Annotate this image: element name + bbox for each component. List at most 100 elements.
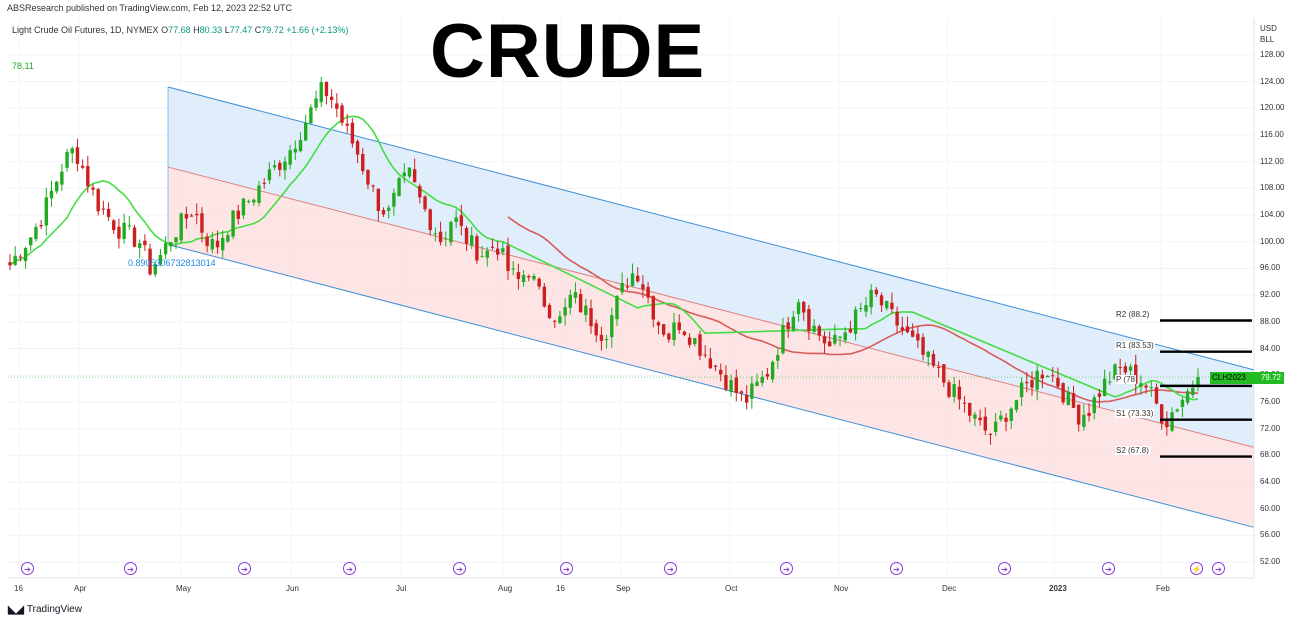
lightning-event-icon[interactable]: ⚡ [1190, 562, 1203, 575]
candle-body [387, 207, 391, 211]
candle-body [812, 325, 816, 332]
event-arrow-icon[interactable]: ➔ [560, 562, 573, 575]
x-tick-label: Oct [725, 584, 738, 593]
candle-body [558, 316, 562, 324]
candle-bull [13, 246, 17, 267]
event-arrow-icon[interactable]: ➔ [780, 562, 793, 575]
event-arrow-icon[interactable]: ➔ [998, 562, 1011, 575]
candle-body [869, 289, 873, 308]
candle-body [993, 421, 998, 433]
candle-bear [329, 89, 334, 109]
event-arrow-icon[interactable]: ➔ [1212, 562, 1225, 575]
event-arrow-icon[interactable]: ➔ [453, 562, 466, 575]
event-arrow-icon[interactable]: ➔ [238, 562, 251, 575]
candle-bull [750, 376, 754, 409]
candle-bear [1154, 383, 1159, 405]
candle-body [340, 105, 344, 123]
event-arrow-icon[interactable]: ➔ [890, 562, 903, 575]
y-tick-label: 68.00 [1260, 450, 1281, 460]
candle-bull [122, 213, 126, 244]
candle-bear [636, 267, 640, 283]
candle-bull [1066, 386, 1071, 406]
candle-body [1102, 378, 1107, 397]
candle-body [464, 228, 469, 244]
candle-bear [39, 219, 43, 229]
candle-bear [345, 114, 349, 133]
candle-bull [267, 162, 272, 185]
candle-bear [189, 213, 194, 217]
candle-body [1061, 383, 1065, 403]
candle-bear [475, 233, 479, 264]
event-arrow-icon[interactable]: ➔ [21, 562, 34, 575]
candle-body [54, 181, 59, 192]
candle-bear [75, 138, 80, 172]
candle-body [916, 333, 920, 341]
x-tick-label: Jul [396, 584, 407, 593]
event-arrow-icon[interactable]: ➔ [343, 562, 356, 575]
candle-body [1165, 420, 1169, 428]
candle-bull [444, 231, 448, 247]
candle-bull [298, 132, 303, 153]
candle-bull [1102, 369, 1107, 397]
candle-bull [169, 241, 173, 252]
candle-body [532, 275, 536, 280]
pivot-label: S2 (67.8) [1115, 445, 1150, 455]
candle-bull [1185, 387, 1190, 405]
candle-bull [1019, 377, 1024, 406]
candle-bear [765, 367, 770, 380]
candle-bull [812, 319, 816, 335]
candle-body [833, 334, 837, 344]
candle-bull [241, 197, 246, 220]
candle-body [584, 305, 588, 316]
x-tick-label: 16 [556, 584, 565, 593]
x-tick-label: 2023 [1049, 584, 1067, 593]
y-tick-label: 72.00 [1260, 423, 1281, 433]
candle-body [1051, 375, 1055, 377]
candle-body [573, 292, 578, 298]
candle-body [252, 199, 256, 203]
candle-body [148, 248, 152, 275]
candle-bear [412, 158, 417, 183]
candle-body [205, 236, 209, 246]
candle-bear [96, 187, 100, 216]
candle-bull [272, 160, 277, 171]
candle-body [293, 148, 298, 153]
candle-bear [423, 195, 427, 212]
candle-bear [1144, 384, 1148, 394]
candle-body [708, 358, 713, 369]
candle-body [511, 268, 515, 270]
candle-bull [23, 246, 28, 269]
candle-bear [418, 183, 422, 204]
candle-body [1066, 391, 1071, 406]
y-tick-label: 112.00 [1260, 156, 1284, 166]
candle-bear [827, 331, 832, 347]
candle-body [1097, 393, 1102, 397]
candle-bear [1134, 354, 1138, 394]
candle-body [936, 367, 941, 369]
candle-bear [661, 324, 666, 337]
candle-body [744, 394, 749, 403]
candle-body [366, 170, 370, 185]
event-arrow-icon[interactable]: ➔ [664, 562, 677, 575]
candle-body [39, 225, 43, 227]
candle-bull [999, 410, 1003, 422]
candle-body [1180, 399, 1185, 407]
candle-bear [1061, 382, 1065, 405]
candle-bear [101, 200, 106, 215]
tradingview-logo[interactable]: ◣◢ TradingView [8, 603, 82, 616]
candle-bull [558, 310, 562, 324]
candle-body [407, 167, 412, 177]
candle-bull [859, 302, 863, 312]
candle-body [615, 296, 619, 320]
candle-body [521, 275, 526, 283]
candle-bear [86, 155, 90, 193]
candle-bull [568, 289, 572, 315]
candle-body [402, 172, 406, 177]
candle-body [755, 381, 759, 387]
candle-body [1014, 400, 1019, 410]
event-arrow-icon[interactable]: ➔ [124, 562, 137, 575]
event-arrow-icon[interactable]: ➔ [1102, 562, 1115, 575]
candle-bull [1035, 365, 1039, 401]
x-tick-label: May [176, 584, 192, 593]
